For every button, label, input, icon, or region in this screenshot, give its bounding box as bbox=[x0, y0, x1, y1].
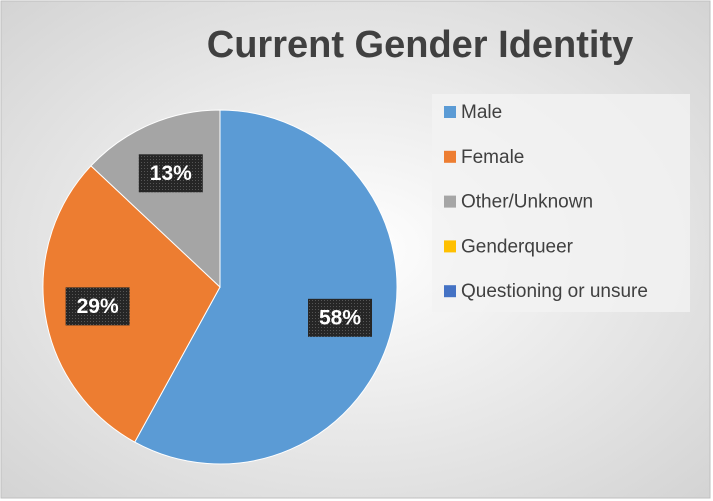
legend-swatch bbox=[444, 195, 456, 208]
data-label-box bbox=[65, 287, 130, 326]
data-label: 29% bbox=[77, 295, 119, 318]
data-label: 58% bbox=[319, 306, 361, 329]
data-label: 13% bbox=[150, 162, 192, 185]
chart-title: Current Gender Identity bbox=[207, 24, 634, 66]
legend bbox=[432, 94, 690, 312]
legend-label: Male bbox=[461, 102, 502, 123]
data-label-box bbox=[138, 154, 203, 193]
data-label-box bbox=[308, 298, 373, 337]
pie-slice bbox=[90, 109, 221, 289]
legend-swatch bbox=[444, 240, 456, 253]
legend-label: Female bbox=[461, 147, 524, 168]
legend-label: Questioning or unsure bbox=[461, 281, 648, 302]
legend-swatch bbox=[444, 106, 456, 118]
legend-swatch bbox=[444, 285, 456, 298]
legend-swatch bbox=[444, 150, 456, 163]
pie-slice bbox=[134, 109, 398, 465]
pie-slice bbox=[42, 165, 221, 443]
legend-label: Genderqueer bbox=[461, 236, 574, 257]
legend-label: Other/Unknown bbox=[461, 192, 593, 213]
